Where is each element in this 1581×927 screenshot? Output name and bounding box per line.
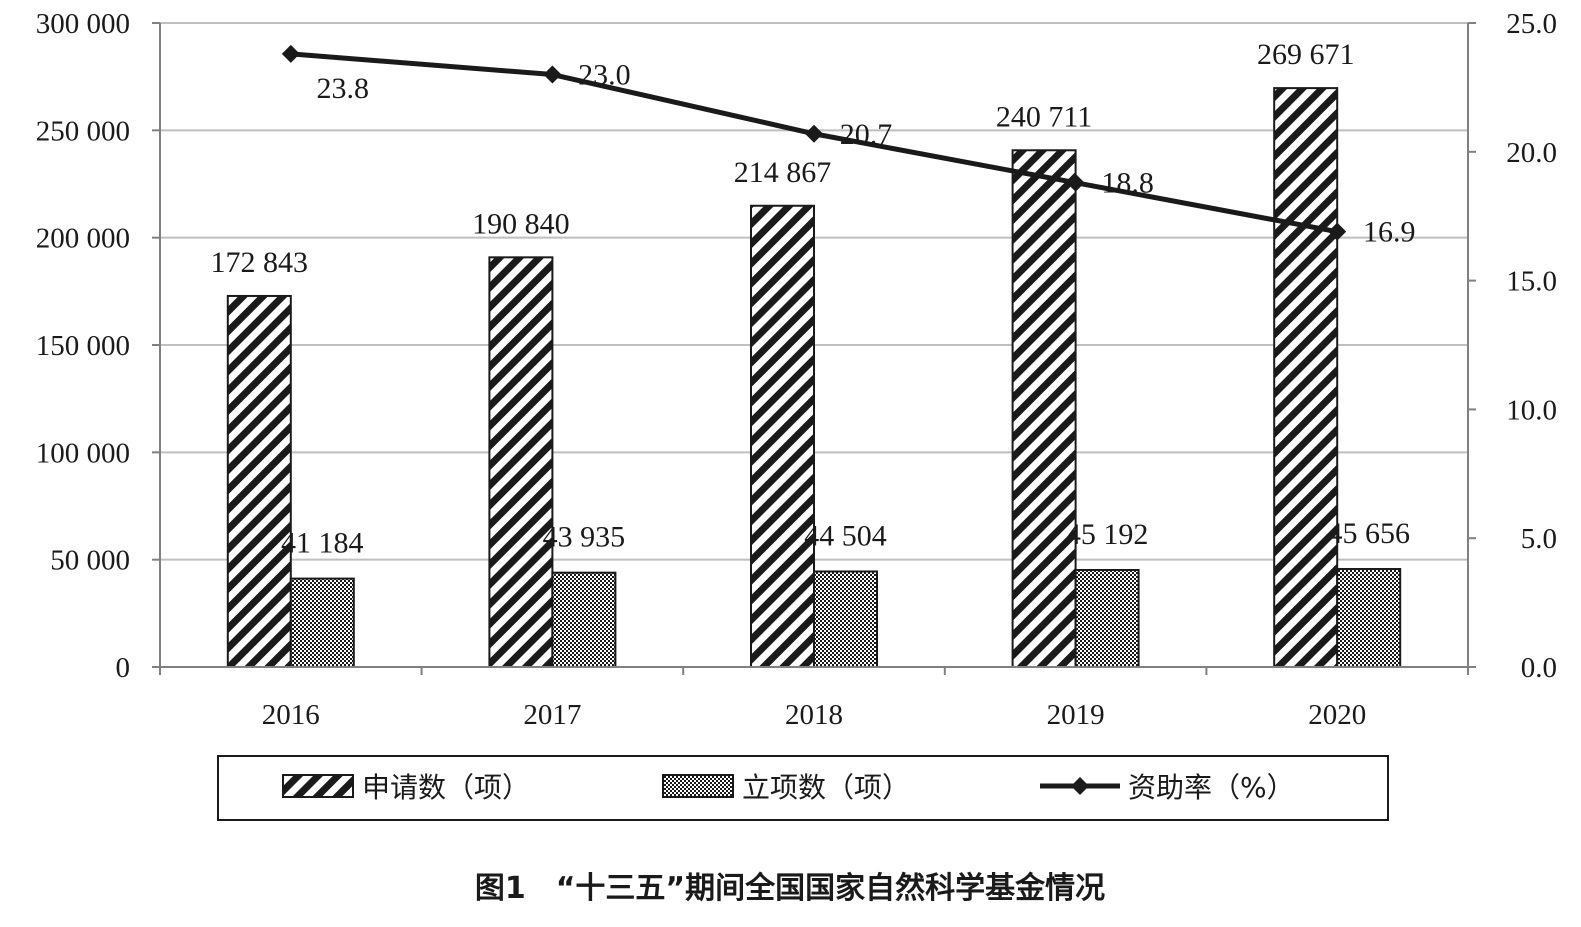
- rate-marker: [1328, 222, 1347, 241]
- data-label-rate: 20.7: [840, 118, 893, 151]
- x-tick-label: 2020: [1308, 699, 1366, 731]
- data-label-funded: 43 935: [543, 521, 626, 554]
- y-right-tick-label: 25.0: [1506, 8, 1557, 40]
- y-right-tick-label: 5.0: [1521, 523, 1557, 555]
- data-label-applications: 240 711: [996, 100, 1092, 133]
- y-left-tick-label: 150 000: [36, 330, 130, 362]
- bar-funded: [289, 577, 355, 668]
- y-left-tick-label: 0: [116, 652, 131, 684]
- y-right-tick-label: 20.0: [1506, 137, 1557, 169]
- data-label-funded: 41 184: [281, 527, 364, 560]
- figure-caption: 图1 “十三五”期间全国国家自然科学基金情况: [475, 871, 1105, 906]
- data-label-rate: 23.8: [317, 72, 370, 105]
- y-left-tick-label: 250 000: [36, 115, 130, 147]
- bar-applications: [750, 204, 815, 668]
- rate-marker: [281, 44, 300, 63]
- x-tick-label: 2018: [785, 699, 843, 731]
- bar-funded: [1336, 567, 1402, 668]
- y-right-tick-label: 0.0: [1521, 652, 1557, 684]
- x-tick-label: 2017: [523, 699, 581, 731]
- legend-label-applications: 申请数（项）: [362, 771, 530, 804]
- data-label-rate: 23.0: [578, 59, 631, 92]
- y-left-tick-label: 100 000: [36, 437, 130, 469]
- legend-frame: [217, 755, 1389, 821]
- funding-rate-line: [281, 44, 1347, 241]
- legend-label-funded: 立项数（项）: [742, 771, 910, 804]
- bar-applications: [1011, 149, 1077, 668]
- data-label-applications: 269 671: [1257, 38, 1355, 71]
- data-label-rate: 18.8: [1101, 167, 1154, 200]
- data-label-rate: 16.9: [1363, 216, 1416, 249]
- data-label-funded: 45 192: [1066, 518, 1149, 551]
- legend-swatch-rate-marker: [1071, 777, 1089, 795]
- y-left-tick-label: 50 000: [50, 545, 130, 577]
- data-label-applications: 172 843: [211, 246, 309, 279]
- bar-funded: [813, 570, 878, 668]
- bars: [226, 87, 1402, 669]
- rate-marker: [543, 65, 562, 84]
- x-tick-label: 2016: [262, 699, 320, 731]
- bar-applications: [1273, 87, 1339, 668]
- y-left-tick-label: 300 000: [36, 8, 130, 40]
- legend-swatch-funded: [662, 774, 734, 798]
- x-tick-label: 2019: [1047, 699, 1105, 731]
- legend: 申请数（项） 立项数（项） 资助率（%）: [217, 755, 1389, 821]
- bar-applications: [226, 294, 292, 668]
- rate-marker: [1066, 173, 1085, 192]
- bar-applications: [488, 256, 554, 668]
- bar-funded: [551, 571, 617, 669]
- data-label-applications: 214 867: [734, 156, 832, 189]
- data-label-applications: 190 840: [472, 207, 570, 240]
- legend-label-rate: 资助率（%）: [1128, 771, 1295, 804]
- y-left-tick-label: 200 000: [36, 223, 130, 255]
- bar-funded: [1074, 568, 1140, 669]
- legend-swatch-applications: [282, 774, 354, 798]
- data-label-funded: 45 656: [1327, 517, 1410, 550]
- y-right-tick-label: 15.0: [1506, 266, 1557, 298]
- rate-marker: [805, 124, 823, 143]
- y-right-tick-label: 10.0: [1506, 394, 1557, 426]
- axes: 0 50 000 100 000 150 000 200 000 250 000 300 0…: [36, 8, 1557, 731]
- data-labels: 172 843 41 184 190 840 43 935 214 867 44 504 2…: [211, 38, 1416, 559]
- data-label-funded: 44 504: [804, 519, 887, 552]
